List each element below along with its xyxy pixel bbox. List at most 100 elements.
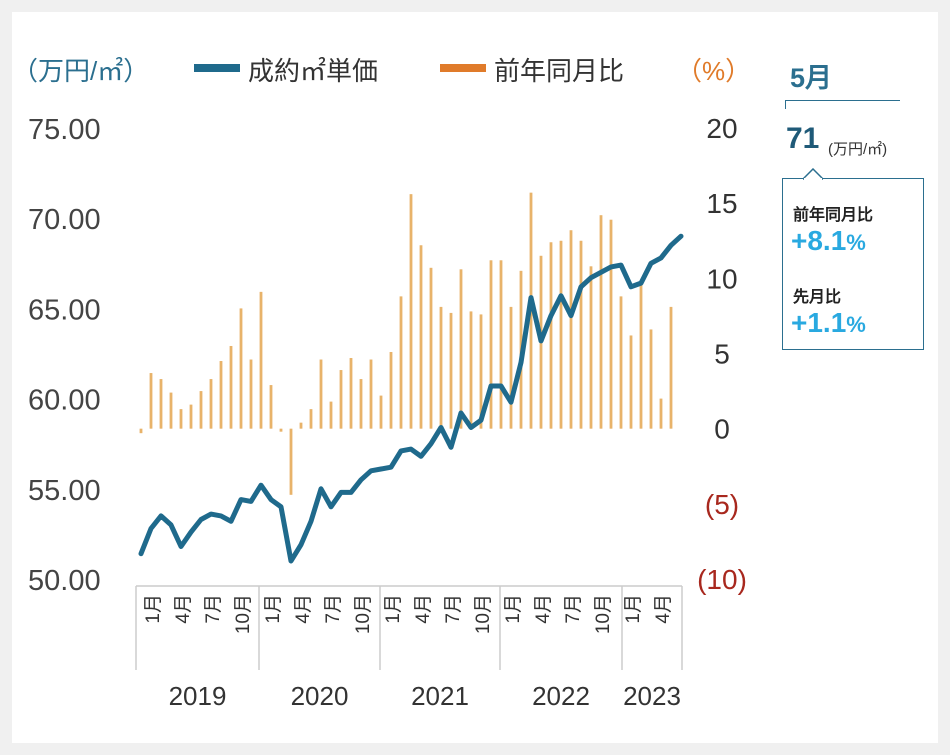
yoy-bar bbox=[609, 219, 613, 429]
yoy-bar bbox=[599, 215, 603, 429]
right-axis: 20 15 10 5 0 (5) (10) bbox=[697, 113, 747, 595]
chart-panel bbox=[12, 12, 938, 743]
yoy-bar bbox=[359, 379, 363, 429]
yoy-bar bbox=[159, 379, 163, 429]
yoy-bar bbox=[569, 230, 573, 429]
mom-value: +1.1% bbox=[791, 307, 866, 338]
yoy-bar bbox=[239, 308, 243, 429]
x-month-tick: 1月 bbox=[503, 594, 524, 624]
yoy-bar bbox=[579, 240, 583, 429]
yoy-bar bbox=[219, 361, 223, 429]
yoy-bar bbox=[329, 401, 333, 429]
price-unit: (万円/㎡) bbox=[828, 141, 888, 158]
y-left-tick: 55.00 bbox=[28, 475, 101, 507]
x-month-tick: 10月 bbox=[233, 594, 254, 634]
legend-line-swatch bbox=[194, 64, 240, 72]
price-value: 71 bbox=[786, 122, 820, 155]
yoy-bar bbox=[509, 306, 513, 429]
yoy-label: 前年同月比 bbox=[793, 207, 874, 224]
x-year-label: 2022 bbox=[532, 681, 590, 711]
x-month-tick: 4月 bbox=[293, 594, 314, 624]
yoy-bar bbox=[639, 284, 643, 429]
x-month-tick: 7月 bbox=[323, 594, 344, 624]
y-left-tick: 75.00 bbox=[28, 114, 101, 146]
x-month-tick: 1月 bbox=[623, 594, 644, 624]
x-month-tick: 10月 bbox=[593, 594, 614, 634]
x-year-label: 2019 bbox=[169, 681, 227, 711]
yoy-bar bbox=[279, 428, 283, 432]
legend-line-label: 成約㎡単価 bbox=[248, 56, 378, 86]
x-month-tick: 10月 bbox=[353, 594, 374, 634]
x-month-tick: 1月 bbox=[263, 594, 284, 624]
yoy-value: +8.1% bbox=[791, 225, 866, 256]
yoy-bar bbox=[549, 242, 553, 429]
line-series bbox=[138, 233, 684, 564]
yoy-bar bbox=[559, 240, 563, 429]
y-left-tick: 50.00 bbox=[28, 565, 101, 597]
x-axis: 1月 4月 7月 10月 2019 1月 4月 7月 10月 2020 1月 4月 7月 10月 2021 1… bbox=[135, 585, 683, 711]
y-right-tick: 20 bbox=[706, 113, 737, 144]
y-right-tick: 5 bbox=[714, 339, 730, 370]
yoy-bar bbox=[309, 409, 313, 429]
yoy-bar bbox=[189, 404, 193, 429]
y-left-tick: 70.00 bbox=[28, 204, 101, 236]
yoy-bar bbox=[369, 359, 373, 429]
yoy-bar bbox=[629, 335, 633, 429]
y-right-tick: 15 bbox=[706, 188, 737, 219]
yoy-bar bbox=[659, 398, 663, 429]
yoy-bar bbox=[449, 312, 453, 429]
yoy-bar bbox=[469, 311, 473, 429]
x-year-label: 2023 bbox=[623, 681, 681, 711]
yoy-bar bbox=[139, 428, 143, 434]
yoy-bar bbox=[149, 373, 153, 429]
yoy-bar bbox=[269, 385, 273, 429]
yoy-bar bbox=[589, 266, 593, 429]
x-month-tick: 1月 bbox=[383, 594, 404, 624]
yoy-bar bbox=[179, 409, 183, 429]
x-month-tick: 4月 bbox=[653, 594, 674, 624]
mom-label: 先月比 bbox=[793, 289, 842, 306]
x-month-tick: 4月 bbox=[533, 594, 554, 624]
yoy-bar bbox=[439, 306, 443, 429]
month-label: 5月 bbox=[790, 63, 833, 93]
yoy-bar bbox=[319, 359, 323, 429]
x-year-label: 2021 bbox=[411, 681, 469, 711]
yoy-bar bbox=[299, 422, 303, 429]
x-year-label: 2020 bbox=[291, 681, 349, 711]
left-axis: 75.00 70.00 65.00 60.00 55.00 50.00 bbox=[28, 114, 101, 597]
yoy-bar bbox=[409, 194, 413, 429]
price-bracket bbox=[785, 100, 900, 109]
price-line bbox=[138, 233, 684, 564]
info-box-pointer bbox=[803, 168, 823, 180]
x-month-tick: 4月 bbox=[173, 594, 194, 624]
yoy-bar bbox=[429, 267, 433, 429]
yoy-bar bbox=[199, 391, 203, 429]
yoy-bar bbox=[619, 296, 623, 429]
x-month-tick: 7月 bbox=[443, 594, 464, 624]
x-month-tick: 1月 bbox=[143, 594, 164, 624]
y-left-tick: 65.00 bbox=[28, 294, 101, 326]
yoy-bar bbox=[229, 345, 233, 429]
legend-bar-label: 前年同月比 bbox=[494, 56, 624, 86]
yoy-bar bbox=[169, 392, 173, 429]
yoy-bar bbox=[499, 260, 503, 429]
yoy-bar bbox=[249, 359, 253, 429]
x-month-tick: 10月 bbox=[473, 594, 494, 634]
yoy-bar bbox=[669, 306, 673, 429]
x-month-tick: 4月 bbox=[413, 594, 434, 624]
yoy-bar bbox=[399, 296, 403, 429]
yoy-bar bbox=[489, 260, 493, 429]
yoy-bar bbox=[389, 351, 393, 429]
yoy-bar bbox=[259, 291, 263, 429]
yoy-bar bbox=[649, 329, 653, 429]
x-month-tick: 7月 bbox=[563, 594, 584, 624]
right-axis-unit: （%） bbox=[676, 56, 751, 86]
yoy-bar bbox=[479, 314, 483, 429]
x-month-tick: 7月 bbox=[203, 594, 224, 624]
yoy-bar bbox=[419, 245, 423, 429]
yoy-bar bbox=[339, 370, 343, 429]
y-right-tick: (5) bbox=[705, 489, 739, 520]
y-right-tick: 0 bbox=[714, 414, 730, 445]
yoy-bar bbox=[349, 358, 353, 429]
